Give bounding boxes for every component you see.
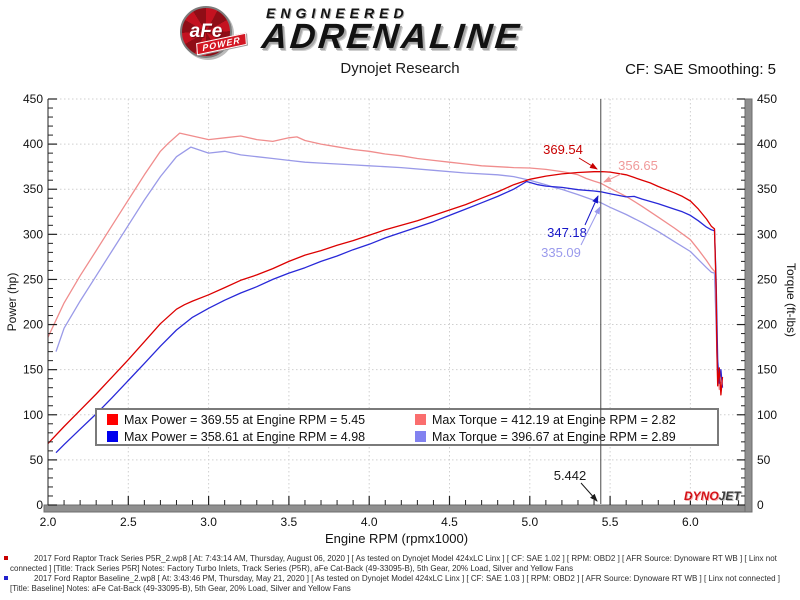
- legend-item: Max Power = 369.55 at Engine RPM = 5.45: [107, 413, 415, 427]
- y-axis-tick-label-left: 250: [23, 272, 43, 286]
- y-axis-tick-label-right: 50: [757, 453, 771, 467]
- legend-label: Max Power = 369.55 at Engine RPM = 5.45: [124, 412, 366, 427]
- run-info-text: 2017 Ford Raptor Track Series P5R_2.wp8 …: [10, 554, 777, 573]
- legend-label: Max Torque = 412.19 at Engine RPM = 2.82: [432, 412, 676, 427]
- run-bullet-icon: [4, 576, 8, 580]
- right-axis-bar: [744, 98, 753, 513]
- y-axis-tick-label-right: 300: [757, 227, 777, 241]
- curve-track-power: [47, 170, 724, 445]
- legend-label: Max Power = 358.61 at Engine RPM = 4.98: [124, 429, 366, 444]
- x-axis-tick-label: 2.0: [40, 515, 57, 529]
- legend-item: Max Torque = 396.67 at Engine RPM = 2.89: [415, 430, 713, 444]
- legend-swatch-icon: [107, 414, 118, 425]
- run-bullet-icon: [4, 556, 8, 560]
- x-axis-tick-label: 5.5: [602, 515, 619, 529]
- x-axis-title: Engine RPM (rpmx1000): [325, 531, 468, 546]
- y-axis-tick-label-left: 50: [30, 453, 44, 467]
- x-axis-tick-label: 2.5: [120, 515, 137, 529]
- y-axis-tick-label-right: 350: [757, 182, 777, 196]
- y-axis-title-left: Power (hp): [5, 273, 19, 332]
- y-axis-tick-label-right: 0: [757, 498, 764, 512]
- x-axis-tick-label: 4.0: [361, 515, 378, 529]
- x-axis-tick-label: 3.5: [281, 515, 298, 529]
- y-axis-tick-label-left: 150: [23, 363, 43, 377]
- chart-title: Dynojet Research: [340, 60, 460, 77]
- brand-engineered-text: ENGINEERED: [266, 5, 409, 21]
- x-axis-bar: [43, 504, 753, 513]
- y-axis-tick-label-left: 0: [36, 498, 43, 512]
- y-axis-tick-label-right: 400: [757, 137, 777, 151]
- legend-item: Max Power = 358.61 at Engine RPM = 4.98: [107, 430, 415, 444]
- y-axis-title-right: Torque (ft-lbs): [784, 263, 798, 337]
- dynojet-logo-jet: JET: [718, 489, 741, 503]
- run-info-footer: 2017 Ford Raptor Track Series P5R_2.wp8 …: [4, 554, 796, 594]
- y-axis-tick-label-right: 100: [757, 408, 777, 422]
- y-axis-tick-label-left: 350: [23, 182, 43, 196]
- y-axis-tick-label-right: 250: [757, 272, 777, 286]
- afe-badge-text: aFe: [189, 21, 223, 42]
- legend-swatch-icon: [107, 431, 118, 442]
- y-axis-tick-label-left: 200: [23, 318, 43, 332]
- afe-power-logo: aFe POWER ENGINEERED ADRENALINE: [170, 2, 630, 60]
- curve-baseline-power: [55, 180, 724, 454]
- run-info-text: 2017 Ford Raptor Baseline_2.wp8 [ At: 3:…: [10, 574, 781, 593]
- dynojet-logo: DYNOJET: [684, 489, 741, 503]
- y-axis-tick-label-left: 100: [23, 408, 43, 422]
- legend-item: Max Torque = 412.19 at Engine RPM = 2.82: [415, 413, 713, 427]
- y-axis-tick-label-left: 450: [23, 92, 43, 106]
- x-axis-tick-label: 4.5: [441, 515, 458, 529]
- curve-track-torque: [47, 132, 724, 391]
- legend-swatch-icon: [415, 431, 426, 442]
- y-axis-tick-label-left: 300: [23, 227, 43, 241]
- x-axis-tick-label: 3.0: [200, 515, 217, 529]
- run-info-line: 2017 Ford Raptor Baseline_2.wp8 [ At: 3:…: [4, 574, 796, 593]
- curve-baseline-torque: [55, 146, 722, 384]
- run-info-line: 2017 Ford Raptor Track Series P5R_2.wp8 …: [4, 554, 796, 573]
- smoothing-setting-label: CF: SAE Smoothing: 5: [625, 61, 776, 78]
- y-axis-tick-label-right: 150: [757, 363, 777, 377]
- y-axis-tick-label-right: 200: [757, 318, 777, 332]
- legend-label: Max Torque = 396.67 at Engine RPM = 2.89: [432, 429, 676, 444]
- legend-swatch-icon: [415, 414, 426, 425]
- chart-legend: Max Power = 369.55 at Engine RPM = 5.45 M…: [95, 408, 719, 446]
- dynojet-logo-dyno: DYNO: [684, 489, 719, 503]
- y-axis-tick-label-left: 400: [23, 137, 43, 151]
- x-axis-tick-label: 6.0: [682, 515, 699, 529]
- x-axis-tick-label: 5.0: [521, 515, 538, 529]
- y-axis-tick-label-right: 450: [757, 92, 777, 106]
